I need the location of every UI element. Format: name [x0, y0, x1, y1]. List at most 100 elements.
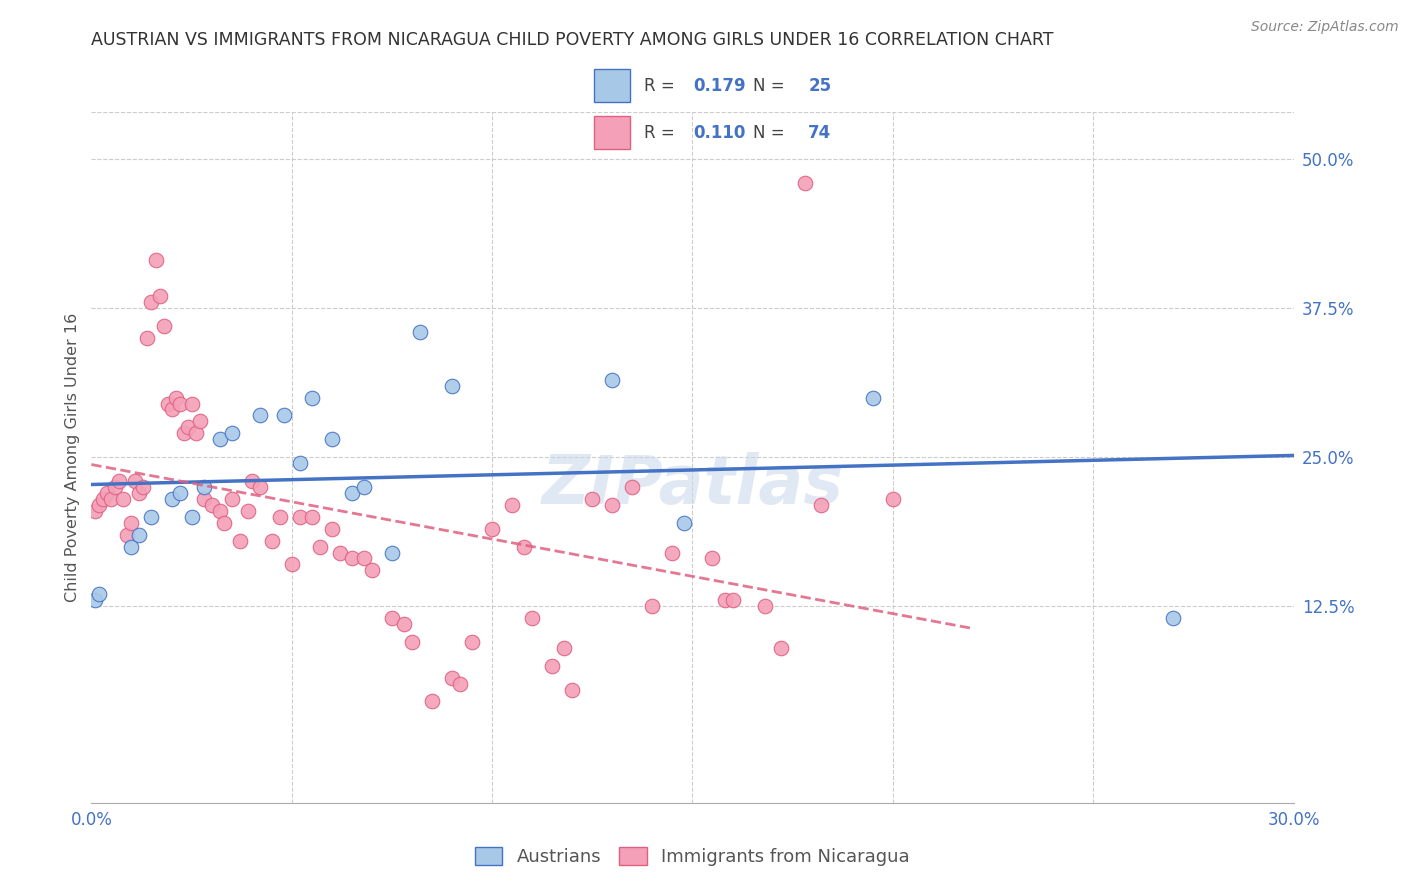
Point — [145, 253, 167, 268]
Text: 74: 74 — [808, 124, 831, 142]
Point — [269, 509, 291, 524]
FancyBboxPatch shape — [595, 70, 630, 102]
Point — [754, 599, 776, 614]
Point — [481, 522, 503, 536]
Point — [273, 409, 295, 423]
Point — [340, 551, 363, 566]
Point — [84, 593, 107, 607]
Point — [169, 396, 191, 410]
Point — [793, 176, 815, 190]
Point — [440, 378, 463, 392]
Point — [180, 509, 202, 524]
Point — [208, 504, 231, 518]
Point — [641, 599, 664, 614]
Text: ZIPatlas: ZIPatlas — [541, 452, 844, 517]
Point — [713, 593, 735, 607]
Point — [201, 498, 224, 512]
Point — [301, 509, 323, 524]
Point — [148, 289, 170, 303]
Point — [522, 611, 544, 625]
Text: Source: ZipAtlas.com: Source: ZipAtlas.com — [1251, 20, 1399, 34]
Point — [193, 491, 215, 506]
Point — [152, 319, 174, 334]
Point — [112, 491, 135, 506]
Point — [184, 426, 207, 441]
Point — [621, 480, 644, 494]
Point — [165, 391, 187, 405]
Point — [136, 331, 159, 345]
Point — [862, 391, 884, 405]
Point — [104, 480, 127, 494]
Legend: Austrians, Immigrants from Nicaragua: Austrians, Immigrants from Nicaragua — [468, 839, 917, 873]
Point — [360, 563, 382, 577]
Point — [501, 498, 523, 512]
Point — [1163, 611, 1185, 625]
Point — [420, 694, 443, 708]
Point — [561, 682, 583, 697]
Point — [228, 533, 250, 548]
Point — [141, 509, 163, 524]
Point — [193, 480, 215, 494]
Point — [240, 474, 263, 488]
Point — [321, 432, 343, 446]
Point — [602, 373, 624, 387]
Point — [702, 551, 724, 566]
Point — [132, 480, 155, 494]
FancyBboxPatch shape — [595, 117, 630, 149]
Point — [173, 426, 195, 441]
Point — [721, 593, 744, 607]
Point — [236, 504, 259, 518]
Point — [221, 491, 243, 506]
Point — [321, 522, 343, 536]
Point — [100, 491, 122, 506]
Point — [124, 474, 146, 488]
Point — [340, 486, 363, 500]
Point — [89, 587, 111, 601]
Text: 0.179: 0.179 — [693, 77, 745, 95]
Point — [121, 540, 143, 554]
Point — [882, 491, 904, 506]
Point — [308, 540, 330, 554]
Point — [513, 540, 536, 554]
Point — [249, 409, 271, 423]
Point — [769, 640, 792, 655]
Point — [128, 486, 150, 500]
Text: 0.110: 0.110 — [693, 124, 745, 142]
Point — [541, 658, 564, 673]
Point — [121, 516, 143, 530]
Point — [188, 414, 211, 428]
Point — [180, 396, 202, 410]
Point — [156, 396, 179, 410]
Point — [661, 545, 683, 559]
Text: 25: 25 — [808, 77, 831, 95]
Point — [117, 527, 139, 541]
Point — [108, 474, 131, 488]
Point — [602, 498, 624, 512]
Point — [329, 545, 352, 559]
Y-axis label: Child Poverty Among Girls Under 16: Child Poverty Among Girls Under 16 — [65, 312, 80, 602]
Point — [553, 640, 575, 655]
Text: N =: N = — [754, 77, 790, 95]
Point — [221, 426, 243, 441]
Point — [260, 533, 283, 548]
Point — [288, 456, 311, 470]
Point — [449, 676, 471, 690]
Point — [141, 295, 163, 310]
Point — [212, 516, 235, 530]
Point — [461, 635, 484, 649]
Point — [353, 480, 375, 494]
Point — [89, 498, 111, 512]
Point — [128, 527, 150, 541]
Point — [353, 551, 375, 566]
Point — [96, 486, 118, 500]
Point — [409, 325, 432, 339]
Text: AUSTRIAN VS IMMIGRANTS FROM NICARAGUA CHILD POVERTY AMONG GIRLS UNDER 16 CORRELA: AUSTRIAN VS IMMIGRANTS FROM NICARAGUA CH… — [91, 31, 1055, 49]
Point — [208, 432, 231, 446]
Point — [169, 486, 191, 500]
Point — [160, 491, 183, 506]
Point — [93, 491, 115, 506]
Point — [810, 498, 832, 512]
Point — [440, 671, 463, 685]
Point — [249, 480, 271, 494]
Point — [84, 504, 107, 518]
